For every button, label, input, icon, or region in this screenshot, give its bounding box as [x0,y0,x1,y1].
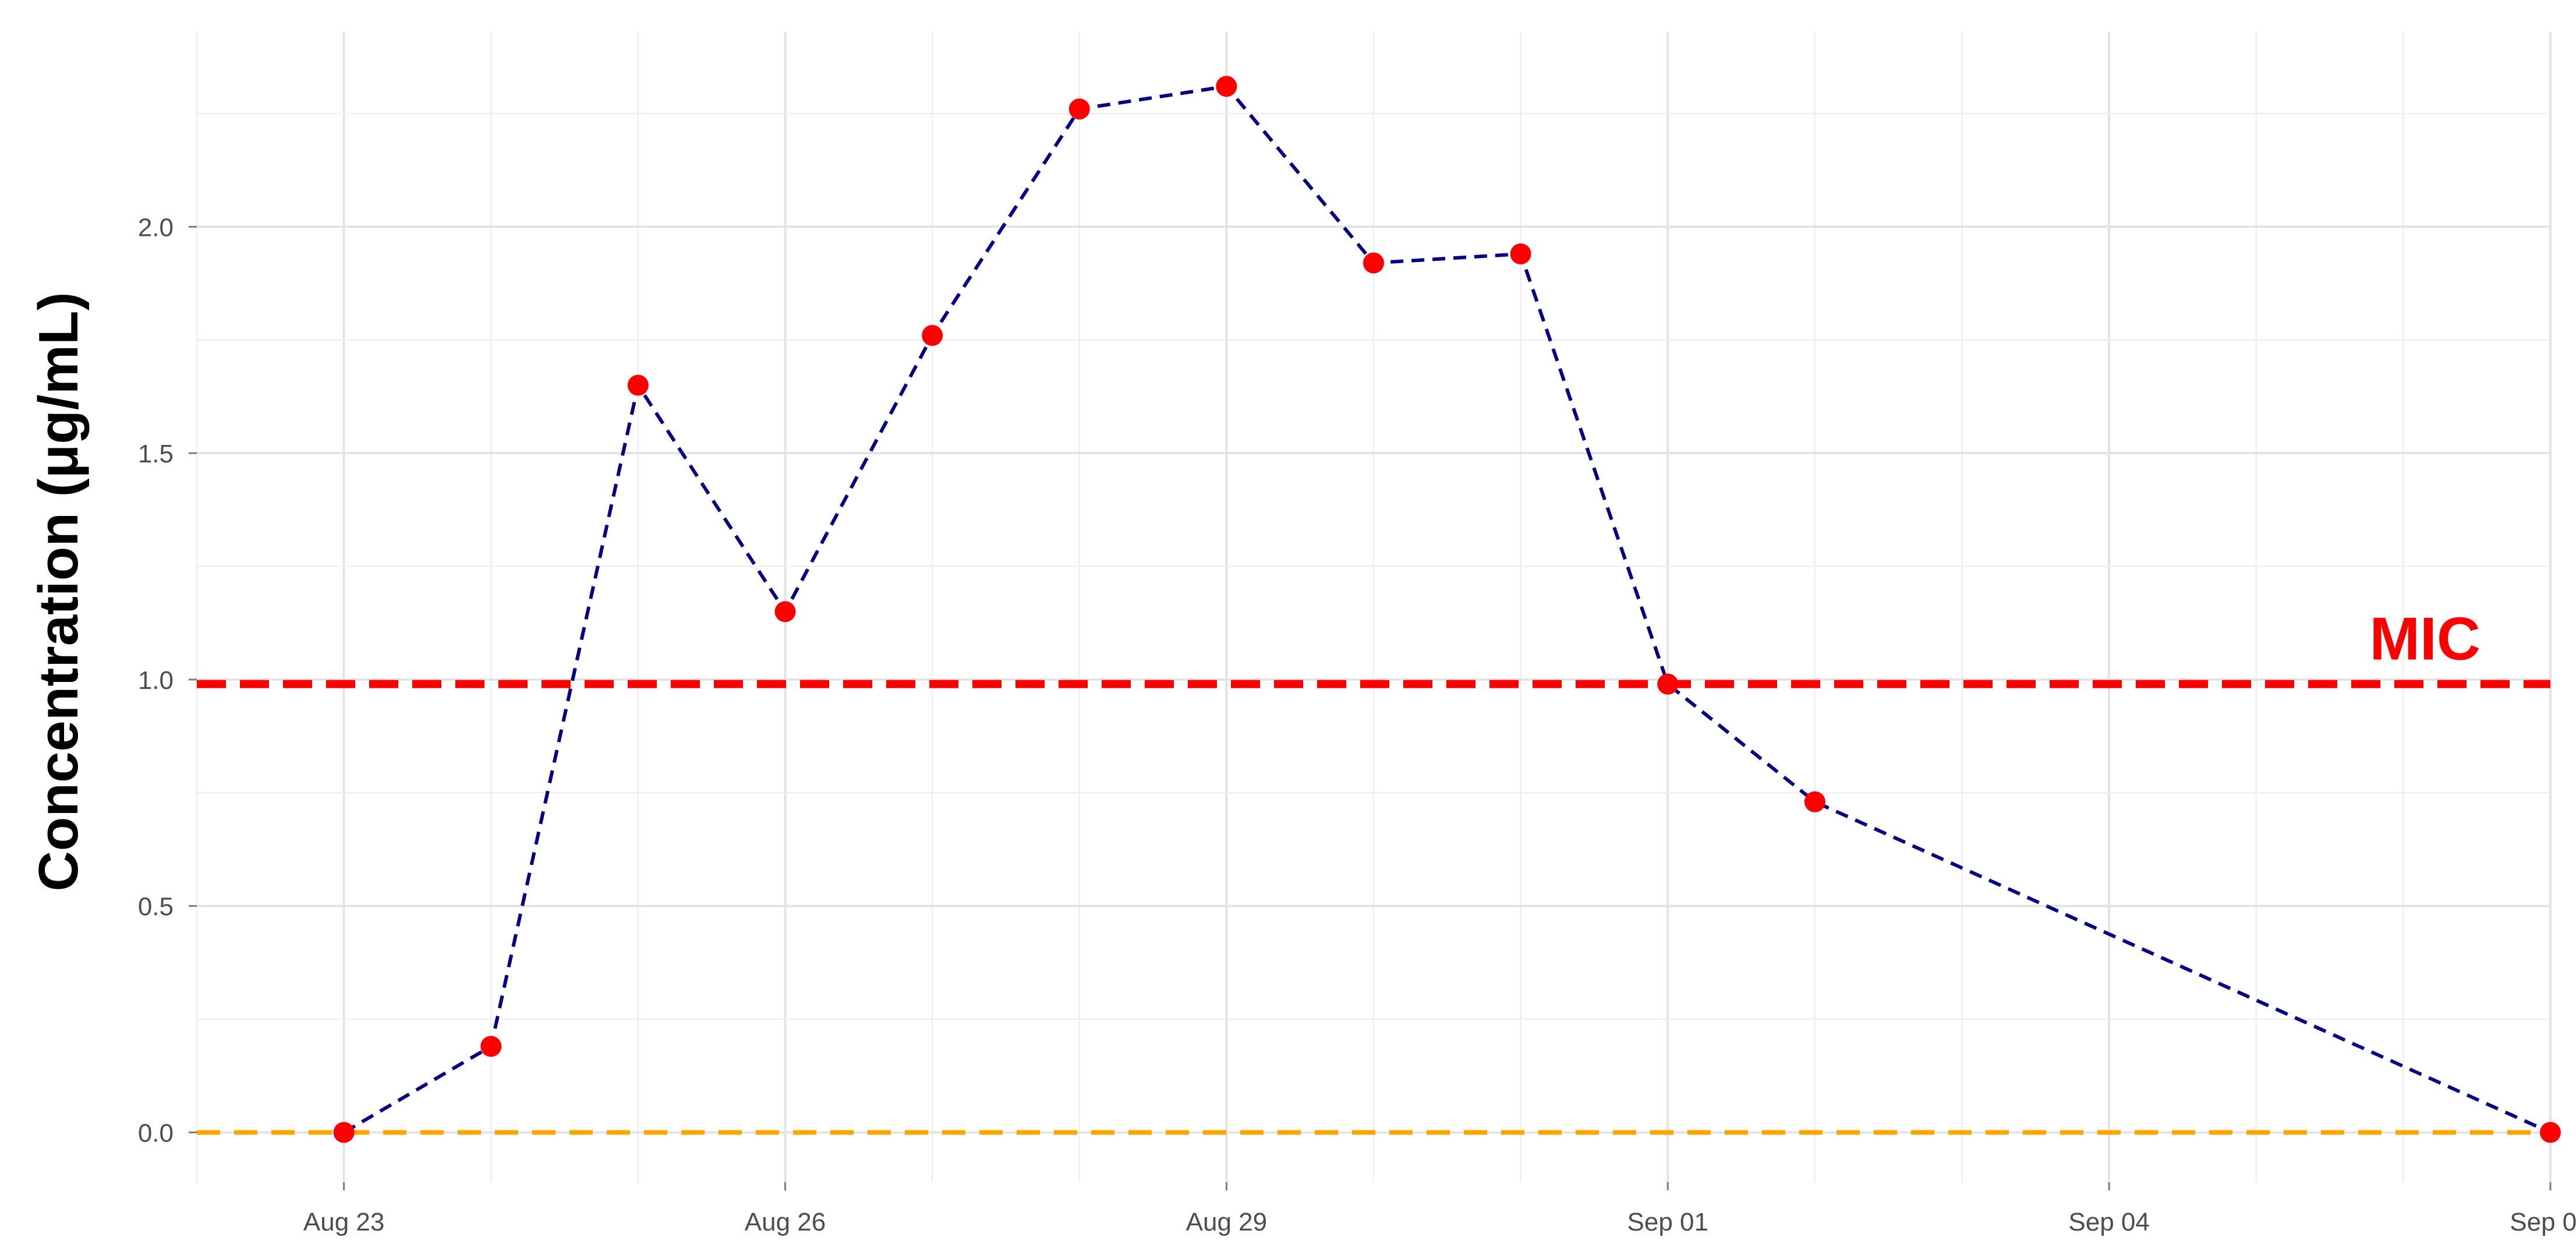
data-point [774,601,796,623]
reference-lines: MIC [197,606,2550,1135]
y-axis-ticks: 0.0 0.5 1.0 1.5 2.0 [138,213,197,1147]
data-points [333,76,2561,1143]
y-tick-label: 2.0 [138,213,174,242]
y-tick-label: 1.5 [138,440,174,468]
data-point [480,1035,502,1057]
data-point [1657,673,1679,695]
x-tick-label: Sep 04 [2068,1208,2149,1236]
data-point [2540,1122,2561,1143]
data-point [333,1122,355,1143]
x-tick-label: Sep 07 [2510,1208,2576,1236]
y-axis-title: Concentration (μg/mL) [27,292,90,891]
data-point [922,324,943,346]
mic-label: MIC [2369,606,2481,673]
y-tick-label: 0.0 [138,1119,174,1147]
x-tick-label: Aug 29 [1186,1208,1267,1236]
series-line [343,84,2552,1134]
x-axis-ticks: Aug 23 Aug 26 Aug 29 Sep 01 Sep 04 Sep 07 [303,1182,2576,1236]
x-tick-label: Aug 23 [303,1208,384,1236]
data-point [1216,76,1237,97]
data-point [1510,243,1531,265]
data-point [627,374,649,396]
data-series [343,84,2552,1134]
y-tick-label: 1.0 [138,666,174,695]
x-tick-label: Sep 01 [1627,1208,1708,1236]
data-point [1363,252,1384,274]
data-point [1068,98,1090,120]
data-point [1804,791,1825,812]
x-tick-label: Aug 26 [745,1208,826,1236]
y-tick-label: 0.5 [138,893,174,921]
